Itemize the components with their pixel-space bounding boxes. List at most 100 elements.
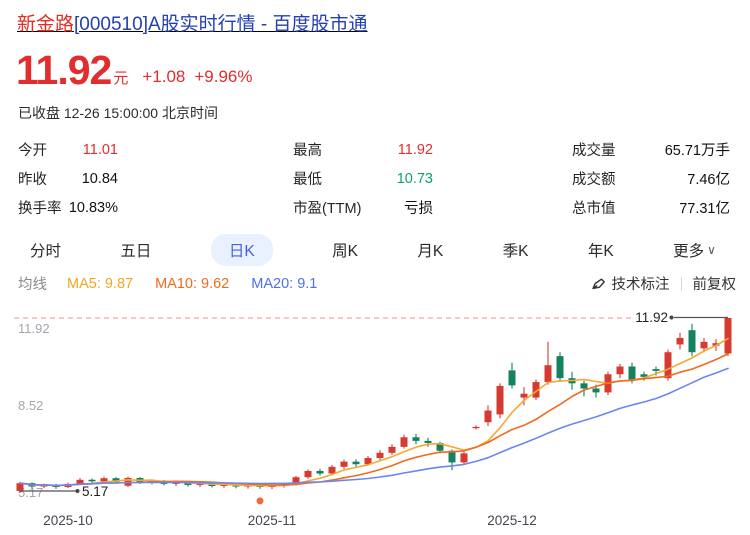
min-price-annotation: 5.17 [82,484,108,499]
stat-label: 成交量 [572,143,616,159]
candle-body [676,337,684,345]
stat-row: 换手率 10.83% [18,193,118,222]
candle-body [100,478,108,482]
stat-row: 最低 10.73 [293,164,433,193]
candle-body [688,330,696,353]
stats-column-2: 最高 11.92 最低 10.73 市盈(TTM) 亏损 [293,135,433,222]
stat-row: 最高 11.92 [293,135,433,164]
tab-分时[interactable]: 分时 [30,239,61,261]
ma-legend-item: MA20: 9.1 [251,275,318,292]
candle-body [40,484,48,487]
min-leader-dot [75,489,80,493]
candle-body [16,483,24,491]
stat-row: 市盈(TTM) 亏损 [293,193,433,222]
candle-body [640,374,648,377]
candle-body [460,453,468,463]
stat-row: 总市值 77.31亿 [572,193,730,222]
tab-label: 周K [332,243,358,260]
candle-body [220,484,228,486]
tab-label: 季K [502,243,529,260]
stat-label: 最高 [293,143,322,159]
candle-body [724,318,732,354]
y-axis-label: 11.92 [18,321,50,336]
y-axis-label: 5.17 [18,485,43,500]
stat-row: 今开 11.01 [18,135,118,164]
ma-line-5 [19,337,729,487]
price-unit: 元 [113,70,129,87]
tab-label: 更多 [673,243,705,260]
stat-label: 换手率 [18,201,62,217]
stock-name: 新金路 [17,14,75,35]
quote-block: 11.92 元 +1.08 +9.96% [16,50,253,91]
max-price-annotation: 11.92 [635,310,668,325]
candle-body [424,440,432,443]
stat-label: 总市值 [572,201,616,217]
candle-body [292,477,300,484]
stat-value: 10.73 [396,170,433,187]
price-change: +1.08 [142,67,186,86]
candle-body [628,366,636,380]
stat-row: 成交额 7.46亿 [572,164,730,193]
event-marker [256,497,264,505]
stat-label: 市盈(TTM) [293,201,362,217]
stat-value: 10.84 [81,170,118,187]
candle-body [532,382,540,398]
tab-日K[interactable]: 日K [210,234,273,266]
tab-周K[interactable]: 周K [332,239,358,261]
tab-label: 分时 [30,243,62,260]
stat-value: 77.31亿 [679,201,730,217]
tab-label: 日K [228,243,255,260]
stats-column-3: 成交量 65.71万手成交额 7.46亿总市值 77.31亿 [572,135,730,222]
tech-annotation-button[interactable]: 技术标注 [611,277,670,293]
candle-body [88,479,96,482]
chevron-down-icon: ∨ [707,243,716,257]
candle-body [76,479,84,484]
ma-legend: 均线 MA5: 9.87 MA10: 9.62 MA20: 9.1 [18,273,339,294]
stat-value: 7.46亿 [687,172,730,188]
candle-body [304,470,312,478]
stock-title-link[interactable]: 新金路[000510]A股实时行情 - 百度股市通 [17,9,368,36]
tab-月K[interactable]: 月K [417,239,443,261]
candle-body [616,366,624,375]
candle-body [592,388,600,393]
candle-body [316,470,324,474]
candle-body [472,426,480,429]
ma-line-20 [19,367,729,487]
candle-body [544,365,552,383]
price-change-percent: +9.96% [194,67,253,86]
candle-body [508,370,516,386]
candle-body [388,446,396,453]
tab-五日[interactable]: 五日 [120,239,151,261]
stat-value: 亏损 [404,201,433,217]
stat-row: 成交量 65.71万手 [572,135,730,164]
candlestick-chart[interactable]: 11.92 8.52 5.17 5.17 11.92 2025-10 2025-11 2025… [0,300,750,535]
candle-body [520,393,528,398]
max-leader-dot [669,315,674,320]
tab-季K[interactable]: 季K [503,239,529,261]
ma-legend-prefix: 均线 [18,277,47,293]
tab-年K[interactable]: 年K [588,239,614,261]
tab-label: 五日 [120,243,152,260]
stats-column-1: 今开 11.01 昨收 10.84 换手率 10.83% [18,135,118,222]
tab-label: 月K [417,243,444,260]
candle-body [436,442,444,451]
ma-legend-item: MA5: 9.87 [67,275,134,292]
candle-body [364,458,372,465]
stat-value: 10.83% [68,199,118,216]
tab-label: 年K [587,243,614,260]
y-axis-label: 8.52 [18,398,43,413]
stat-value: 65.71万手 [664,143,730,159]
market-status: 已收盘 12-26 15:00:00 北京时间 [18,105,218,121]
candle-body [580,383,588,389]
title-rest: [000510]A股实时行情 - 百度股市通 [74,14,368,35]
pen-icon [591,276,607,291]
stat-value: 11.92 [397,141,433,158]
candle-body [400,437,408,447]
divider [680,276,682,291]
x-axis-label: 2025-12 [487,513,537,528]
candle-body [112,478,120,482]
tab-更多[interactable]: 更多 ∨ [673,239,716,261]
candle-body [196,483,204,485]
adjust-mode-button[interactable]: 前复权 [692,277,737,293]
period-tabs: 分时 五日 日K 周K 月K 季K 年K 更多 ∨ [0,231,750,269]
